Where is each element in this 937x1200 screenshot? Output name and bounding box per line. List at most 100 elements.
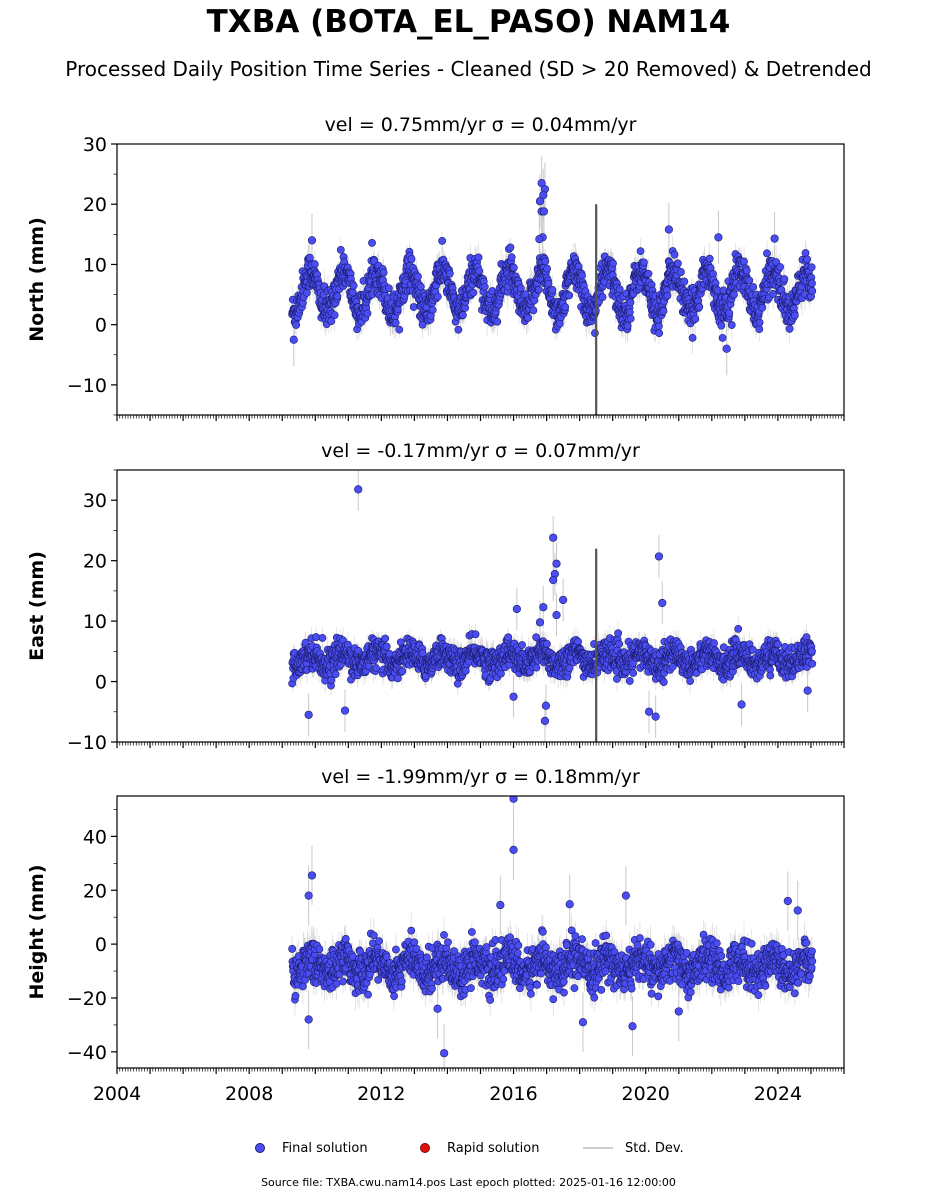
outlier-point [307,236,317,245]
data-point [433,292,442,301]
plot-area [288,156,817,415]
data-point [379,268,388,277]
data-point [626,298,635,307]
data-point [659,307,668,316]
data-point [755,325,764,334]
data-point [384,284,393,293]
data-point [591,329,599,338]
data-point [785,324,794,333]
data-point [677,268,685,276]
data-point [598,293,607,302]
data-point [302,288,311,297]
data-point [730,290,738,299]
data-point [529,306,538,315]
data-point [543,264,552,273]
data-point [544,279,553,288]
data-point [349,281,358,290]
data-point [673,259,682,268]
data-point [506,243,515,252]
data-point [625,308,634,317]
data-point [808,287,817,295]
figure-subtitle: Processed Daily Position Time Series - C… [65,57,872,81]
data-point [807,263,816,272]
data-point [416,282,425,291]
data-point [636,247,645,256]
data-point [548,285,557,294]
y-axis-label: North (mm) [26,217,48,342]
data-point [454,325,463,334]
data-point [524,313,533,322]
data-point [623,321,632,330]
outlier-point [539,207,549,216]
data-point [395,325,404,334]
data-point [615,285,624,294]
data-point [561,303,570,312]
data-point [639,258,648,267]
data-point [763,249,771,258]
data-point [445,269,454,278]
data-point [578,271,586,280]
data-point [749,283,758,291]
data-point [348,288,357,297]
data-point [330,311,339,319]
data-point [655,329,664,338]
data-point [534,285,543,294]
data-point [718,333,727,342]
data-point [516,284,525,293]
data-point [801,249,810,257]
data-point [475,267,484,275]
data-point [725,309,734,318]
outlier-point [535,197,545,206]
data-point [493,317,502,326]
panel-1: −10 0 10 20 30 vel = 0.75mm/yr σ = 0.04mm/yr N… [26,114,845,421]
data-point [688,333,697,342]
data-point [474,253,483,262]
data-point [691,314,700,323]
data-point [555,319,564,328]
data-point [740,257,748,266]
y-tick-label: −10 [67,375,107,397]
data-point [565,291,574,300]
outlier-point [535,235,544,244]
data-point [363,309,372,318]
data-point [333,292,342,301]
data-point [654,322,663,331]
data-point [368,239,376,247]
data-point [480,282,489,291]
data-point [808,279,816,288]
data-point [776,263,785,271]
data-point [755,318,764,327]
data-point [644,269,653,278]
outlier-point [770,234,779,243]
data-point [803,255,811,264]
outlier-point [722,344,731,353]
data-point [717,321,726,330]
data-point [742,266,751,275]
data-point [438,237,447,245]
data-point [310,260,319,269]
y-tick-label: 10 [83,254,107,276]
plot-area [288,470,817,742]
outlier-point [289,335,298,344]
data-point [680,277,689,286]
data-point [469,288,478,297]
data-point [409,303,418,311]
std-dev-bars [291,470,813,742]
data-point [418,320,427,329]
y-tick-label: 0 [95,315,107,337]
data-point [391,318,400,327]
data-point [414,272,422,281]
data-point [336,245,345,254]
panel-title: vel = 0.75mm/yr σ = 0.04mm/yr [325,114,637,136]
data-point [745,276,754,285]
data-point [695,303,704,311]
data-point [541,257,550,266]
data-point [663,291,672,300]
outlier-point [714,233,723,242]
data-point [769,290,777,298]
y-tick-label: 20 [83,194,107,216]
data-point [609,259,617,268]
data-point [705,254,714,263]
